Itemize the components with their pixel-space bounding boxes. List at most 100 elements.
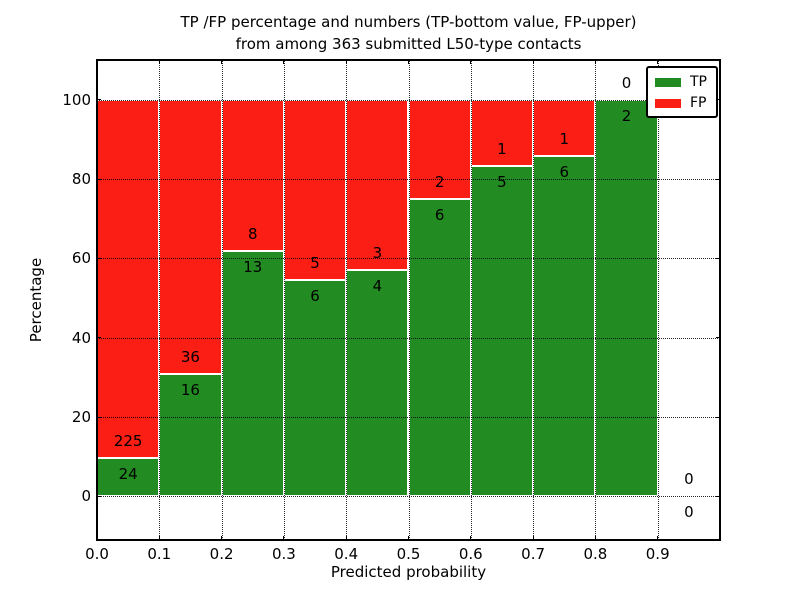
x-tick-mark xyxy=(158,536,160,540)
x-tick-label: 0.3 xyxy=(271,545,296,563)
tp-count-label: 4 xyxy=(372,276,383,295)
x-tick-label: 0.5 xyxy=(396,545,421,563)
chart-title-line1: TP /FP percentage and numbers (TP-bottom… xyxy=(180,13,637,31)
x-tick-mark xyxy=(408,536,409,540)
x-tick-mark xyxy=(96,60,98,64)
x-tick-mark xyxy=(594,536,596,540)
gridline-horizontal xyxy=(97,417,720,419)
gridline-horizontal xyxy=(97,258,720,260)
gridline-vertical xyxy=(283,60,285,540)
gridline-vertical xyxy=(221,60,223,540)
gridline-vertical xyxy=(657,60,659,540)
y-tick-label: 60 xyxy=(71,249,91,268)
bar-segment-fp xyxy=(346,99,409,270)
tp-count-label: 2 xyxy=(621,106,632,125)
fp-count-label: 3 xyxy=(372,243,383,262)
legend-tp-label: TP xyxy=(690,74,707,90)
x-tick-mark xyxy=(470,536,472,540)
y-tick-label: 80 xyxy=(71,170,91,188)
fp-count-label: 1 xyxy=(559,130,570,149)
y-tick-mark xyxy=(716,257,720,259)
x-tick-label: 0.7 xyxy=(521,545,546,563)
gridline-vertical xyxy=(595,60,597,540)
gridline-vertical xyxy=(346,60,348,540)
x-tick-mark xyxy=(345,60,347,64)
bar-segment-tp xyxy=(408,198,471,497)
x-tick-label: 0.6 xyxy=(458,545,483,563)
x-tick-label: 0.8 xyxy=(583,545,608,563)
fp-count-label: 2 xyxy=(434,172,445,191)
bar-segment-tp xyxy=(221,250,284,497)
y-tick-mark xyxy=(97,99,101,101)
gridline-vertical xyxy=(408,60,410,540)
chart-title: TP /FP percentage and numbers (TP-bottom… xyxy=(97,11,720,55)
x-tick-label: 0.9 xyxy=(645,545,670,563)
y-tick-mark xyxy=(97,495,101,497)
x-tick-label: 0.4 xyxy=(334,545,359,563)
x-tick-mark xyxy=(221,536,223,540)
bar-segment-fp xyxy=(97,99,160,459)
y-tick-mark xyxy=(97,178,101,180)
bar-segment-tp xyxy=(283,279,347,497)
gridline-vertical xyxy=(470,60,472,540)
bar-segment-tp xyxy=(97,458,160,497)
bar-segment-tp xyxy=(346,269,409,497)
x-tick-mark xyxy=(408,60,409,64)
y-tick-label: 0 xyxy=(81,487,91,506)
y-tick-mark xyxy=(97,416,101,418)
bar-segment-fp xyxy=(470,99,534,166)
gridline-horizontal xyxy=(97,496,720,498)
x-tick-mark xyxy=(221,60,223,64)
tp-count-label: 5 xyxy=(497,172,507,191)
bar-segment-tp xyxy=(470,165,534,497)
gridline-vertical xyxy=(533,60,535,540)
bar-segment-fp xyxy=(408,99,471,199)
tp-count-label: 24 xyxy=(118,465,138,484)
x-tick-mark xyxy=(283,60,285,64)
x-tick-mark xyxy=(158,60,160,64)
y-tick-label: 20 xyxy=(71,408,91,427)
bar-segment-tp xyxy=(533,156,596,497)
y-tick-mark xyxy=(716,99,720,101)
x-tick-label: 0.1 xyxy=(147,545,172,563)
fp-count-label: 0 xyxy=(684,470,694,489)
bar-segment-fp xyxy=(159,99,222,375)
gridline-vertical xyxy=(159,60,161,540)
bar-segment-fp xyxy=(283,99,347,280)
x-tick-mark xyxy=(594,60,596,64)
bar-segment-tp xyxy=(159,374,222,497)
y-tick-mark xyxy=(97,257,101,259)
fp-count-label: 8 xyxy=(247,224,258,243)
fp-count-label: 0 xyxy=(621,73,632,92)
x-tick-label: 0.0 xyxy=(85,545,109,563)
y-tick-label: 40 xyxy=(71,328,91,347)
bar-segment-tp xyxy=(595,99,658,497)
x-axis-label: Predicted probability xyxy=(330,563,487,581)
x-tick-mark xyxy=(283,536,285,540)
legend-item-tp: TP xyxy=(655,74,709,90)
tp-count-label: 6 xyxy=(310,286,320,305)
tp-count-label: 6 xyxy=(559,163,570,182)
fp-count-label: 1 xyxy=(497,139,507,158)
x-tick-mark xyxy=(532,536,534,540)
x-tick-label: 0.2 xyxy=(209,545,234,563)
x-tick-mark xyxy=(470,60,472,64)
y-tick-mark xyxy=(97,337,101,339)
x-tick-mark xyxy=(96,536,98,540)
fp-count-label: 225 xyxy=(113,432,143,451)
tp-count-label: 13 xyxy=(243,257,263,276)
x-tick-mark xyxy=(345,536,347,540)
gridline-horizontal xyxy=(97,337,720,339)
legend-fp-label: FP xyxy=(690,95,707,111)
tp-count-label: 0 xyxy=(684,503,694,522)
y-tick-mark xyxy=(716,416,720,418)
chart-title-line2: from among 363 submitted L50-type contac… xyxy=(235,35,582,53)
y-tick-mark xyxy=(716,178,720,180)
tp-count-label: 6 xyxy=(434,205,445,224)
gridline-horizontal xyxy=(97,179,720,180)
fp-count-label: 36 xyxy=(180,348,200,367)
y-tick-mark xyxy=(716,495,720,497)
fp-count-label: 5 xyxy=(310,253,320,272)
y-tick-label: 100 xyxy=(62,90,91,109)
